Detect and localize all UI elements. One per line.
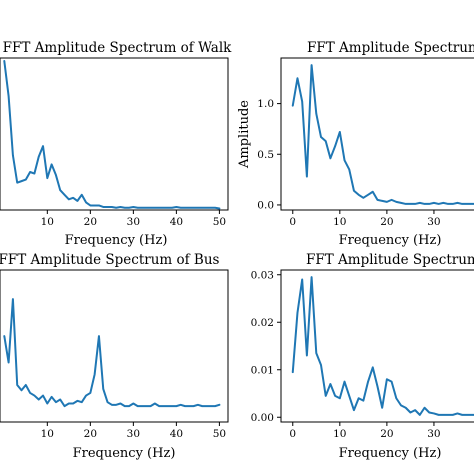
x-tick-label: 10 xyxy=(333,428,346,440)
x-tick-label: 0 xyxy=(289,428,296,440)
x-tick-label: 30 xyxy=(127,216,140,228)
subplot-bottom-right: FFT Amplitude Spectrum of 0102030400.000… xyxy=(251,252,474,461)
plot-frame xyxy=(0,57,229,211)
y-tick-label: 0.5 xyxy=(257,149,274,161)
subplot-title: FFT Amplitude Spectrum of Walk xyxy=(3,40,232,56)
y-axis-label: Amplitude xyxy=(237,100,252,169)
x-axis-label: Frequency (Hz) xyxy=(65,233,168,248)
subplot-bus: FFT Amplitude Spectrum of Bus 10 20 30 40 50… xyxy=(0,252,229,461)
subplot-title: FFT Amplitude Spectrum of xyxy=(307,40,474,56)
x-tick-label: 30 xyxy=(427,428,440,440)
series-line xyxy=(291,276,474,416)
x-tick-label: 50 xyxy=(213,216,226,228)
x-tick-label: 40 xyxy=(170,216,183,228)
y-tick-label: 0.0 xyxy=(257,199,274,211)
x-axis-label: Frequency (Hz) xyxy=(73,446,176,461)
x-tick-label: 50 xyxy=(213,428,226,440)
x-tick-label: 10 xyxy=(333,216,346,228)
y-tick-label: 0.02 xyxy=(251,317,274,329)
series-line xyxy=(3,298,221,408)
y-tick-label: 1.0 xyxy=(257,98,274,110)
x-tick-label: 30 xyxy=(127,428,140,440)
x-tick-label: 0 xyxy=(289,216,296,228)
x-tick-label: 40 xyxy=(170,428,183,440)
y-tick-label: 0.03 xyxy=(251,269,274,281)
x-axis-label: Frequency (Hz) xyxy=(339,446,442,461)
series-line xyxy=(291,64,474,205)
x-tick-label: 10 xyxy=(41,428,54,440)
plot-frame xyxy=(0,269,229,423)
y-tick-label: 0.00 xyxy=(251,412,274,424)
x-tick-label: 30 xyxy=(427,216,440,228)
x-tick-label: 20 xyxy=(84,428,97,440)
x-tick-label: 20 xyxy=(380,216,393,228)
x-tick-label: 20 xyxy=(380,428,393,440)
plot-frame xyxy=(280,57,474,211)
x-tick-label: 10 xyxy=(41,216,54,228)
series-line xyxy=(3,60,221,210)
plot-frame xyxy=(280,269,474,423)
subplot-walk: FFT Amplitude Spectrum of Walk 10 20 30 40 5… xyxy=(0,40,232,248)
subplot-top-right: FFT Amplitude Spectrum of 0102030400.00.… xyxy=(237,40,474,248)
x-axis-label: Frequency (Hz) xyxy=(339,233,442,248)
subplot-title: FFT Amplitude Spectrum of Bus xyxy=(0,252,220,268)
subplot-title: FFT Amplitude Spectrum of xyxy=(306,252,474,268)
y-tick-label: 0.01 xyxy=(251,364,274,376)
x-tick-label: 20 xyxy=(84,216,97,228)
